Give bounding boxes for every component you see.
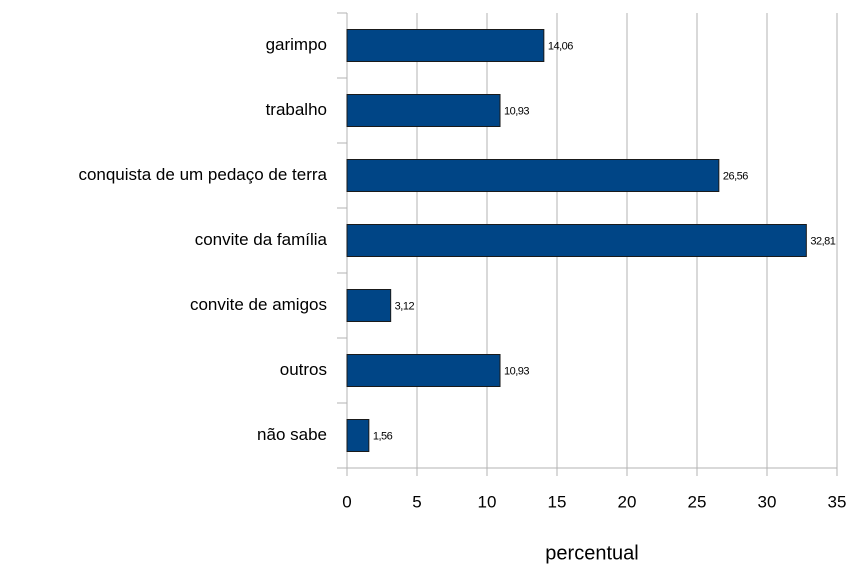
x-tick-label: 10	[478, 492, 497, 511]
y-tick-label: outros	[280, 360, 327, 379]
x-tick-label: 20	[618, 492, 637, 511]
bar	[346, 354, 501, 387]
x-tick-label: 35	[828, 492, 847, 511]
bar	[346, 29, 545, 62]
x-axis-label: percentual	[545, 542, 638, 564]
x-tick-label: 25	[688, 492, 707, 511]
y-tick-label: garimpo	[266, 35, 327, 54]
y-tick-label: trabalho	[266, 100, 327, 119]
y-tick-label: convite da família	[195, 230, 328, 249]
bar	[346, 289, 392, 322]
data-label: 3,12	[395, 300, 415, 312]
data-label: 10,93	[504, 365, 529, 377]
data-label: 26,56	[723, 170, 748, 182]
y-tick-label: não sabe	[257, 425, 327, 444]
x-tick-label: 15	[548, 492, 567, 511]
y-tick-label: conquista de um pedaço de terra	[78, 165, 327, 184]
bar	[346, 94, 501, 127]
bar	[346, 159, 720, 192]
x-tick-label: 5	[412, 492, 421, 511]
data-label: 14,06	[548, 40, 573, 52]
data-label: 10,93	[504, 105, 529, 117]
x-tick-label: 30	[758, 492, 777, 511]
bar	[346, 224, 807, 257]
bar	[346, 419, 370, 452]
y-tick-label: convite de amigos	[190, 295, 327, 314]
data-label: 1,56	[373, 430, 393, 442]
x-tick-label: 0	[342, 492, 351, 511]
data-label: 32,81	[810, 235, 835, 247]
